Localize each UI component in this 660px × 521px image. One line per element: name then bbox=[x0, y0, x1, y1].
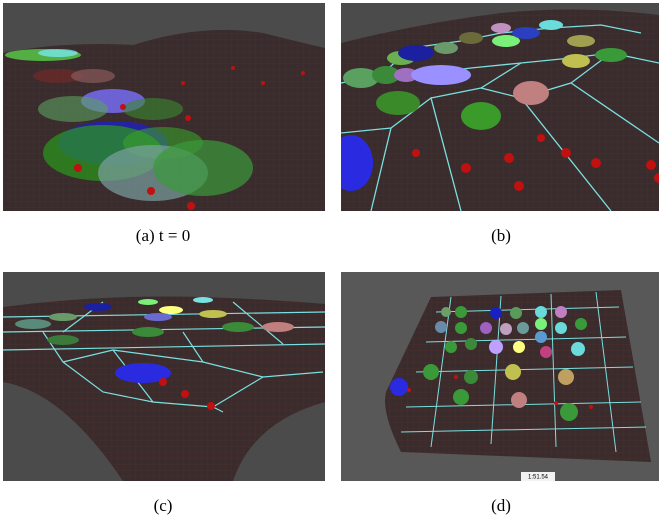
panel-b-image bbox=[341, 3, 659, 211]
panel-c-image bbox=[3, 272, 325, 481]
caption: (d) bbox=[341, 496, 660, 516]
timer: 1:51.54 bbox=[528, 475, 549, 481]
figure: (a) t = 0 bbox=[0, 0, 660, 521]
caption: (a) t = 0 bbox=[3, 226, 323, 246]
caption: (c) bbox=[3, 496, 323, 516]
panel-d-image: 1:51.54 bbox=[341, 272, 659, 481]
caption: (b) bbox=[341, 226, 660, 246]
panel-a-image bbox=[3, 3, 325, 211]
